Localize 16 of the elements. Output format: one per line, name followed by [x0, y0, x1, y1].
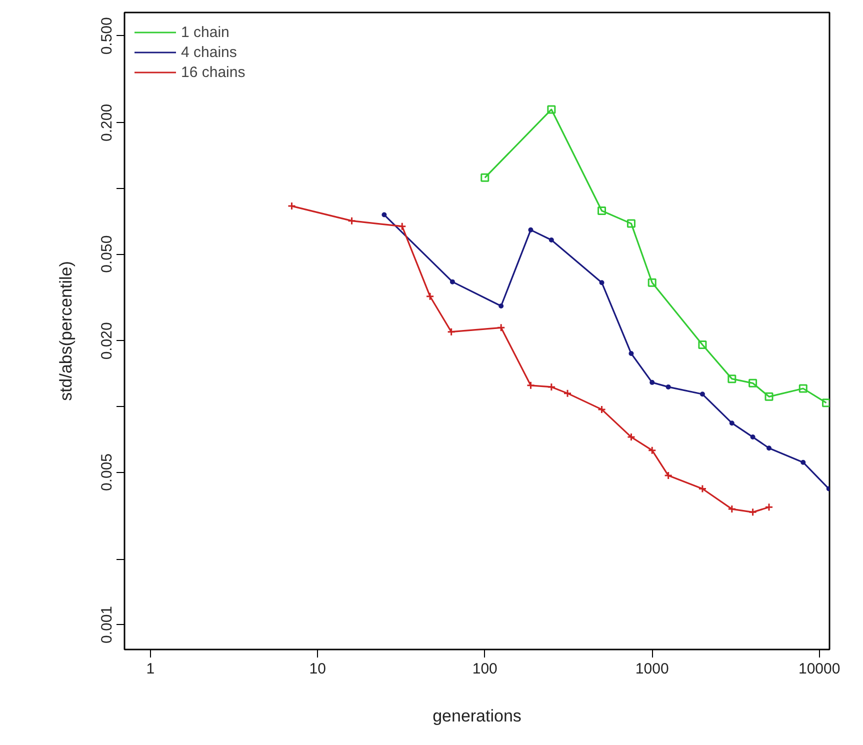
- legend-label: 4 chains: [181, 44, 237, 60]
- y-tick-label: 0.020: [98, 322, 116, 360]
- x-tick-label: 100: [472, 660, 498, 678]
- y-tick-label: 0.001: [98, 606, 116, 644]
- y-tick-label: 0.005: [98, 453, 116, 492]
- x-tick-label: 10: [309, 660, 326, 678]
- legend-label: 16 chains: [181, 64, 246, 80]
- x-tick-label: 1000: [635, 660, 669, 678]
- legend-label: 1 chain: [181, 24, 230, 40]
- y-axis-title: std/abs(percentile): [56, 261, 76, 401]
- y-tick-label: 0.500: [98, 17, 116, 55]
- x-tick-label: 1: [146, 660, 155, 678]
- y-tick-label: 0.050: [98, 235, 116, 273]
- y-tick-label: 0.200: [98, 104, 116, 142]
- x-tick-label: 10000: [798, 660, 840, 678]
- x-axis-title: generations: [432, 706, 522, 726]
